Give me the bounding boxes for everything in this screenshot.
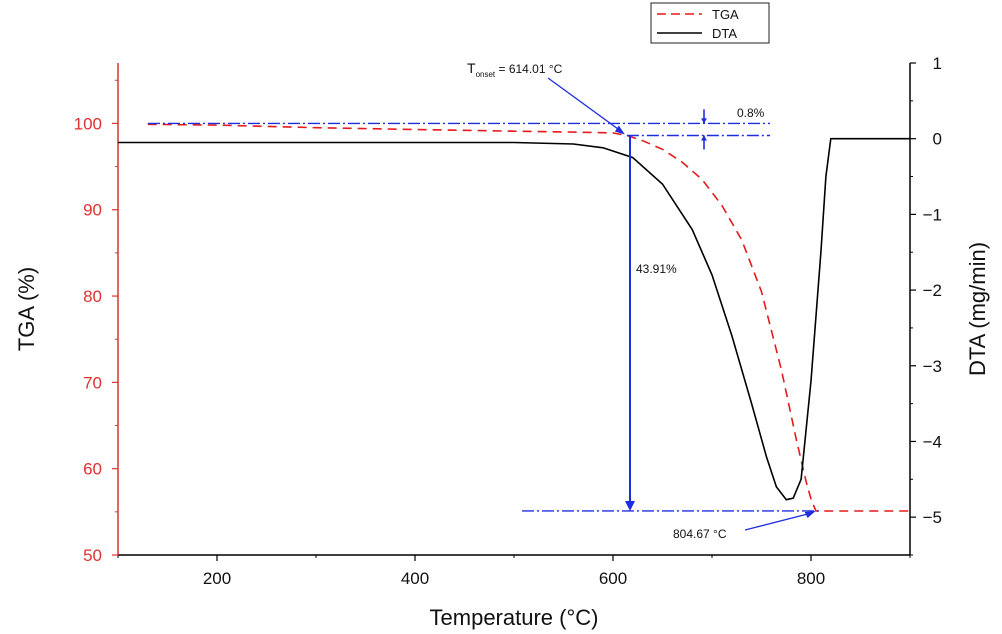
left-y-axis-title: TGA (%) bbox=[14, 267, 39, 351]
x-tick-label: 200 bbox=[203, 569, 231, 588]
small-loss-arrowhead-top bbox=[701, 118, 707, 124]
right-y-tick-label: 0 bbox=[933, 130, 942, 149]
right-y-tick-label: 1 bbox=[933, 54, 942, 73]
right-y-axis-title: DTA (mg/min) bbox=[965, 242, 990, 376]
x-tick-label: 600 bbox=[599, 569, 627, 588]
left-y-tick-label: 90 bbox=[83, 201, 102, 220]
dta-series-line bbox=[118, 137, 910, 501]
legend-dta-label: DTA bbox=[712, 26, 737, 41]
onset-leader-line bbox=[547, 77, 624, 134]
x-tick-label: 400 bbox=[401, 569, 429, 588]
left-y-tick-label: 80 bbox=[83, 287, 102, 306]
right-y-tick-label: −2 bbox=[923, 281, 942, 300]
left-y-tick-label: 60 bbox=[83, 460, 102, 479]
onset-label: Tonset = 614.01 °C bbox=[467, 60, 563, 79]
right-y-tick-label: −3 bbox=[923, 357, 942, 376]
x-axis-title: Temperature (°C) bbox=[430, 605, 599, 630]
right-y-tick-label: −4 bbox=[923, 432, 942, 451]
x-tick-label: 800 bbox=[797, 569, 825, 588]
legend-tga-label: TGA bbox=[712, 7, 739, 22]
tga-series-line bbox=[147, 123, 910, 512]
legend-box bbox=[650, 2, 770, 44]
end-leader-arrowhead bbox=[804, 510, 816, 518]
left-y-tick-label: 100 bbox=[74, 114, 102, 133]
large-loss-label: 43.91% bbox=[636, 262, 677, 276]
end-leader-line bbox=[744, 512, 812, 531]
small-loss-arrowhead-bottom bbox=[701, 135, 707, 141]
left-y-tick-label: 50 bbox=[83, 546, 102, 565]
right-y-tick-label: −1 bbox=[923, 205, 942, 224]
left-y-tick-label: 70 bbox=[83, 373, 102, 392]
end-temperature-label: 804.67 °C bbox=[673, 527, 727, 541]
right-y-tick-label: −5 bbox=[923, 508, 942, 527]
large-loss-arrowhead bbox=[625, 500, 635, 511]
small-loss-label: 0.8% bbox=[737, 106, 765, 120]
onset-leader-arrowhead bbox=[614, 125, 625, 135]
